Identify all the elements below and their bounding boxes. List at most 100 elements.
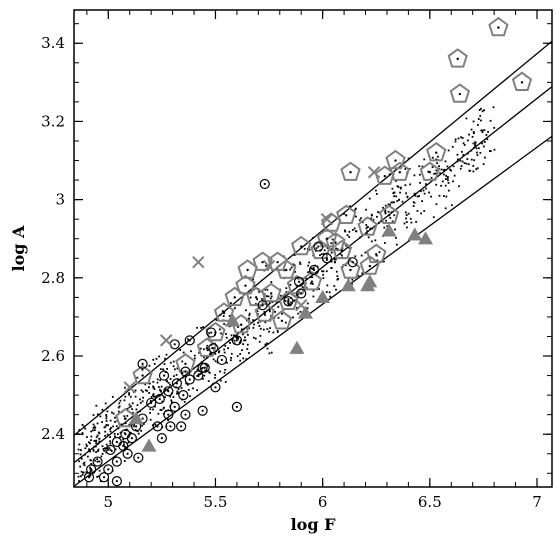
circle-marker-center	[130, 437, 133, 440]
pentagon-marker-center	[383, 174, 387, 178]
y-axis-label: log A	[9, 225, 28, 272]
pentagon-marker	[447, 48, 468, 68]
pentagon-marker-center	[222, 311, 226, 315]
circle-marker-center	[102, 476, 106, 479]
data-point-dot	[104, 447, 106, 450]
data-point-dot	[105, 417, 108, 420]
data-point-dot	[139, 398, 141, 401]
triangle-marker	[141, 438, 157, 452]
data-point-dot	[319, 254, 321, 257]
circle-marker	[169, 401, 180, 412]
circle-marker	[146, 397, 157, 409]
data-point-dot	[391, 220, 394, 223]
data-point-dot	[304, 277, 307, 280]
data-point-dot	[123, 399, 126, 402]
data-point-dot	[407, 212, 410, 215]
data-point-dot	[462, 142, 465, 145]
data-point-dot	[299, 263, 302, 265]
data-point-dot	[461, 137, 464, 139]
data-point-dot	[155, 357, 158, 360]
pentagon-marker	[340, 259, 361, 279]
data-point-dot	[153, 388, 156, 390]
pentagon-marker-center	[368, 264, 372, 268]
data-point-dot	[385, 219, 387, 222]
data-point-dot	[378, 251, 381, 254]
cross-marker	[192, 255, 205, 269]
data-point-dot	[371, 227, 374, 230]
data-point-dot	[97, 448, 100, 451]
data-point-dot	[131, 408, 134, 411]
data-point-dot	[456, 160, 459, 163]
data-point-dot	[104, 430, 107, 433]
pentagon-marker	[426, 141, 447, 162]
data-point-dot	[211, 347, 214, 349]
data-point-dot	[422, 189, 425, 192]
data-point-dot	[276, 331, 279, 333]
triangle-marker	[315, 289, 331, 303]
circle-marker-center	[351, 261, 354, 264]
data-point-dot	[443, 168, 446, 171]
data-point-dot	[358, 219, 361, 222]
y-tick-label: 3.4	[41, 34, 65, 52]
data-point-dot	[267, 303, 270, 306]
data-point-dot	[483, 109, 486, 112]
data-point-dot	[470, 149, 473, 152]
data-point-dot	[235, 337, 238, 340]
data-point-dot	[141, 424, 144, 427]
circle-marker	[296, 288, 307, 299]
data-point-dot	[266, 347, 269, 350]
data-point-dot	[80, 457, 83, 460]
data-point-dot	[270, 295, 273, 298]
data-point-dot	[329, 295, 332, 298]
cross-marker	[262, 259, 276, 273]
data-point-dot	[264, 321, 267, 324]
data-point-dot	[117, 410, 120, 413]
circle-marker	[152, 421, 163, 432]
data-point-dot	[139, 410, 141, 413]
data-point-dot	[311, 237, 314, 239]
data-point-dot	[117, 406, 120, 409]
data-point-dot	[345, 244, 348, 247]
data-point-dot	[473, 146, 475, 149]
pentagon-marker	[385, 149, 406, 170]
data-point-dot	[169, 378, 172, 380]
pentagon-marker	[378, 204, 400, 224]
data-point-dot	[306, 302, 309, 305]
data-point-dot	[241, 349, 243, 352]
data-point-dot	[472, 170, 475, 173]
circle-marker-center	[122, 444, 125, 448]
data-point-dot	[220, 332, 222, 335]
data-point-dot	[154, 423, 157, 426]
pentagon-marker-center	[233, 296, 236, 299]
data-point-dot	[214, 352, 217, 355]
data-point-dot	[93, 439, 96, 442]
data-point-dot	[474, 141, 477, 144]
pentagon-marker-center	[325, 237, 329, 240]
circle-marker	[98, 472, 110, 483]
data-point-dot	[105, 420, 108, 422]
data-point-dot	[473, 132, 475, 135]
data-point-dot	[93, 429, 96, 432]
data-point-dot	[268, 352, 271, 355]
data-point-dot	[128, 424, 131, 426]
data-point-dot	[153, 395, 155, 398]
data-point-dot	[412, 201, 415, 204]
data-point-dot	[217, 351, 220, 354]
data-point-dot	[445, 195, 448, 198]
data-point-dot	[419, 190, 422, 193]
data-point-dot	[268, 302, 271, 304]
data-point-dot	[301, 286, 304, 289]
circle-marker-center	[160, 437, 163, 440]
data-point-dot	[451, 145, 454, 148]
data-point-dot	[230, 352, 233, 355]
circle-marker	[86, 464, 97, 475]
circle-marker-center	[182, 394, 185, 397]
circle-marker-center	[115, 460, 118, 463]
data-point-dot	[472, 142, 475, 145]
data-point-dot	[459, 167, 462, 170]
data-point-dot	[366, 230, 369, 233]
data-point-dot	[106, 433, 109, 436]
data-point-dot	[293, 264, 296, 267]
data-point-dot	[133, 425, 135, 428]
data-point-dot	[153, 362, 156, 365]
